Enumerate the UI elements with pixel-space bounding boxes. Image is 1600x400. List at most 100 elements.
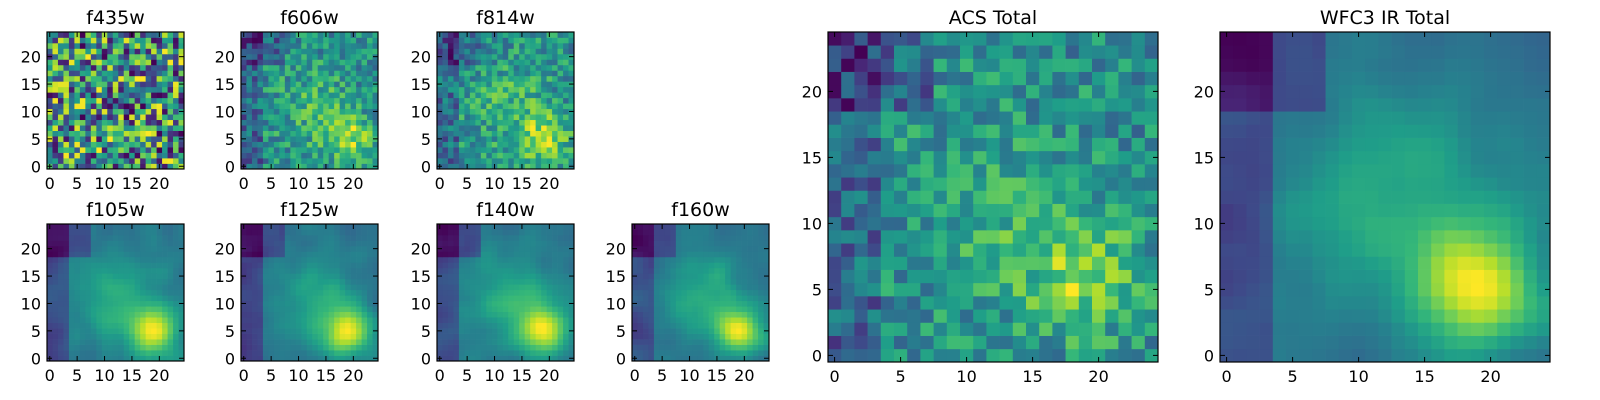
heatmap-cell [339,141,346,148]
heatmap-cell [317,234,324,241]
heatmap-cell [752,339,759,345]
heatmap-cell [241,97,247,104]
heatmap-cell [345,103,351,110]
heatmap-cell [173,328,179,334]
heatmap-cell [747,234,753,241]
heatmap-cell [173,317,179,323]
heatmap-cell [350,350,357,356]
heatmap-cell [301,86,308,93]
heatmap-cell [763,317,770,323]
heatmap-cell [323,125,330,131]
heatmap-cell [502,108,509,115]
heatmap-cell [480,119,487,126]
heatmap-cell [557,158,564,164]
heatmap-cell [973,296,987,310]
heatmap-cell [513,289,520,296]
heatmap-cell [241,240,247,247]
heatmap-cell [145,75,152,82]
heatmap-cell [284,317,291,323]
heatmap-cell [670,311,677,318]
heatmap-cell [453,114,460,121]
heatmap-cell [725,278,731,285]
heatmap-cell [356,42,362,49]
heatmap-cell [736,295,742,302]
heatmap-cell [692,355,699,362]
heatmap-cell [134,229,141,236]
heatmap-cell [118,339,125,345]
heatmap-cell [134,75,141,82]
heatmap-cell [262,158,269,164]
heatmap-cell [557,103,564,110]
heatmap-cell [442,355,449,362]
heatmap-cell [284,229,291,236]
heatmap-cell [129,97,136,104]
heatmap-cell [437,251,443,258]
heatmap-cell [167,224,174,230]
heatmap-cell [502,350,509,356]
heatmap-cell [268,295,275,302]
heatmap-cell [880,322,895,336]
heatmap-cell [714,262,721,269]
heatmap-cell [546,119,553,126]
heatmap-cell [356,295,362,302]
heatmap-cell [708,317,715,323]
heatmap-cell [262,355,269,362]
heatmap-cell [356,53,362,60]
heatmap-cell [63,278,70,285]
heatmap-cell [458,48,465,55]
y-tick-label: 5 [31,130,41,149]
heatmap-cell [101,339,108,345]
heatmap-cell [57,306,64,313]
heatmap-cell [279,284,286,291]
heatmap-cell [653,350,660,356]
heatmap-cell [692,317,699,323]
heatmap-cell [246,103,253,110]
heatmap-cell [279,125,286,131]
heatmap-cell [752,322,759,329]
heatmap-cell [568,141,575,148]
heatmap-cell [156,267,163,274]
heatmap-cell [1092,335,1106,350]
heatmap-cell [90,350,97,356]
heatmap-cell [167,70,174,77]
heatmap-cell [85,37,92,44]
heatmap-cell [632,289,638,296]
heatmap-cell [52,103,59,110]
heatmap-cell [557,256,564,263]
y-tick-label: 15 [21,267,41,286]
heatmap-cell [563,317,569,323]
heatmap-cell [513,103,520,110]
heatmap-cell [101,59,108,66]
heatmap-cell [464,81,471,88]
heatmap-cell [107,333,114,340]
heatmap-cell [246,284,253,291]
heatmap-cell [262,119,269,126]
heatmap-cell [295,70,302,77]
heatmap-cell [323,48,330,55]
heatmap-cell [758,240,764,247]
heatmap-cell [178,97,185,104]
heatmap-cell [637,350,644,356]
heatmap-cell [295,267,302,274]
heatmap-cell [350,300,357,307]
heatmap-cell [317,322,324,329]
heatmap-cell [502,136,509,142]
heatmap-cell [101,130,108,137]
heatmap-cell [502,344,509,351]
heatmap-cell [725,245,731,252]
heatmap-cell [356,344,362,351]
heatmap-cell [530,48,536,55]
heatmap-cell [79,86,86,93]
heatmap-cell [118,86,125,93]
heatmap-cell [453,125,460,131]
heatmap-cell [497,97,504,104]
heatmap-cell [306,224,313,230]
heatmap-cell [156,278,163,285]
heatmap-cell [162,273,168,280]
heatmap-cell [458,37,465,44]
heatmap-cell [758,306,764,313]
heatmap-cell [486,92,493,99]
heatmap-cell [1052,164,1066,178]
heatmap-cell [290,333,297,340]
heatmap-cell [1065,309,1080,323]
